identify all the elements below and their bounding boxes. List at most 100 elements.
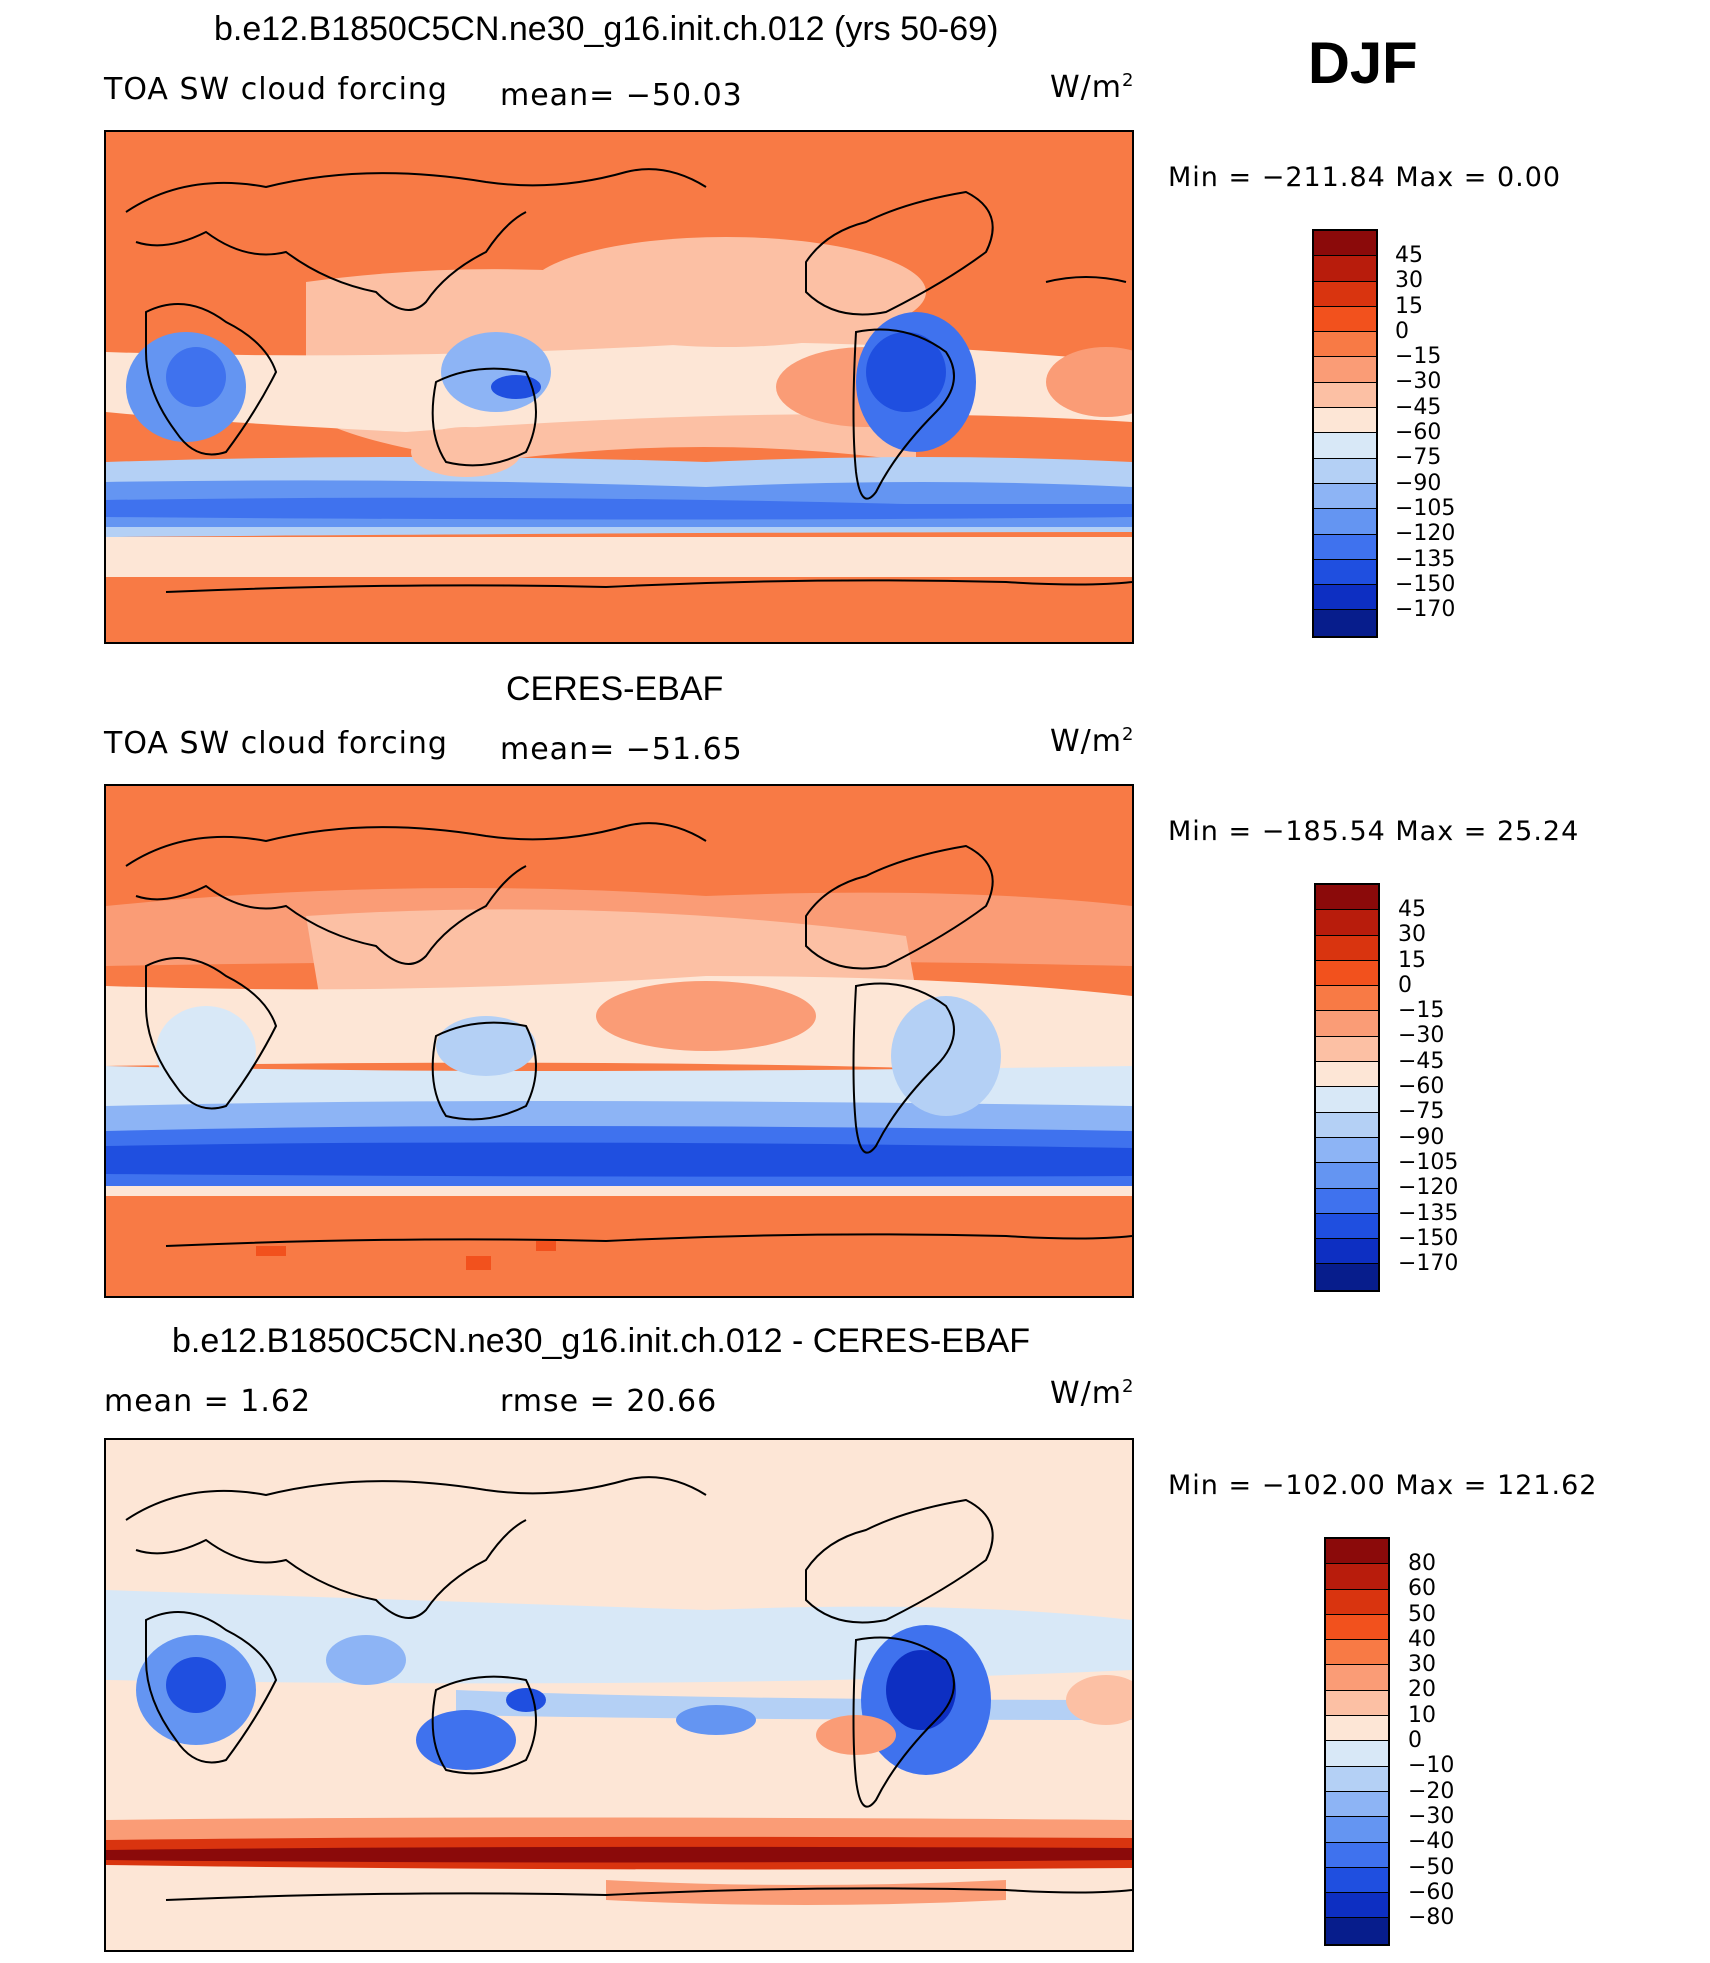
colorbar-swatch — [1326, 1842, 1388, 1868]
colorbar-tick-label: 30 — [1395, 268, 1423, 294]
season-label: DJF — [1308, 31, 1418, 96]
colorbar-swatch — [1316, 1062, 1378, 1088]
panel-2-minmax: Min = −185.54 Max = 25.24 — [1168, 816, 1580, 847]
colorbar-tick-label: 80 — [1408, 1551, 1436, 1576]
colorbar-tick-label: −60 — [1398, 1074, 1445, 1100]
colorbar-tick-label: 0 — [1398, 972, 1412, 998]
colorbar-swatch — [1314, 281, 1376, 307]
panel-3-title: b.e12.B1850C5CN.ne30_g16.init.ch.012 - C… — [172, 1322, 1031, 1360]
colorbar-tick-label: −60 — [1408, 1879, 1455, 1905]
panel-3-rmse-label: rmse = 20.66 — [500, 1384, 718, 1419]
colorbar-swatch — [1316, 986, 1378, 1012]
panel-3-map — [104, 1438, 1134, 1952]
colorbar-swatch — [1314, 534, 1376, 560]
colorbar-swatch — [1314, 433, 1376, 459]
panel-3-mean-label: mean = 1.62 — [104, 1384, 312, 1419]
panel-3-units: W/m2 — [1050, 1376, 1135, 1411]
colorbar-swatch — [1326, 1867, 1388, 1894]
panel-2-map — [104, 784, 1134, 1298]
panel-2-colorbar-labels: 45 30 15 0 −15 −30 −45 −60 −75 −90 −105 −120 −135 −15… — [1398, 897, 1458, 1276]
colorbar-tick-label: −30 — [1395, 369, 1442, 395]
colorbar-swatch — [1314, 231, 1376, 257]
panel-3-colorbar — [1324, 1537, 1390, 1946]
panel-1-mean-label: mean= −50.03 — [500, 78, 743, 113]
colorbar-swatch — [1316, 1188, 1378, 1214]
colorbar-tick-label: 20 — [1408, 1677, 1436, 1703]
colorbar-tick-label: −40 — [1408, 1829, 1455, 1855]
colorbar-swatch — [1314, 458, 1376, 484]
colorbar-tick-label: −15 — [1398, 998, 1445, 1024]
colorbar-swatch — [1316, 1011, 1378, 1037]
panel-3-minmax: Min = −102.00 Max = 121.62 — [1168, 1470, 1598, 1501]
colorbar-tick-label: −120 — [1395, 521, 1456, 547]
colorbar-swatch — [1314, 483, 1376, 510]
colorbar-tick-label: 50 — [1408, 1601, 1436, 1627]
colorbar-swatch — [1314, 256, 1376, 282]
colorbar-swatch — [1326, 1539, 1388, 1565]
colorbar-swatch — [1326, 1665, 1388, 1691]
panel-1-map — [104, 130, 1134, 644]
colorbar-swatch — [1316, 1163, 1378, 1189]
colorbar-tick-label: −135 — [1398, 1200, 1459, 1226]
colorbar-tick-label: −20 — [1408, 1778, 1455, 1804]
colorbar-tick-label: −10 — [1408, 1753, 1455, 1779]
colorbar-tick-label: −30 — [1398, 1023, 1445, 1049]
colorbar-swatch — [1314, 559, 1376, 586]
colorbar-swatch — [1316, 885, 1378, 911]
colorbar-tick-label: 60 — [1408, 1576, 1436, 1602]
colorbar-swatch — [1326, 1614, 1388, 1641]
colorbar-tick-label: 0 — [1395, 318, 1409, 344]
colorbar-tick-label: −50 — [1408, 1854, 1455, 1880]
colorbar-tick-label: −105 — [1395, 495, 1456, 521]
colorbar-swatch — [1326, 1741, 1388, 1767]
colorbar-tick-label: 45 — [1395, 243, 1423, 268]
colorbar-swatch — [1314, 306, 1376, 333]
colorbar-swatch — [1314, 509, 1376, 535]
colorbar-swatch — [1326, 1766, 1388, 1792]
colorbar-tick-label: −135 — [1395, 546, 1456, 572]
colorbar-tick-label: −90 — [1395, 470, 1442, 496]
panel-1-minmax: Min = −211.84 Max = 0.00 — [1168, 162, 1562, 193]
colorbar-swatch — [1316, 910, 1378, 936]
colorbar-swatch — [1326, 1918, 1388, 1944]
colorbar-swatch — [1316, 1239, 1378, 1265]
colorbar-swatch — [1326, 1716, 1388, 1742]
colorbar-tick-label: −75 — [1395, 445, 1442, 471]
colorbar-swatch — [1316, 935, 1378, 961]
panel-1-units: W/m2 — [1050, 70, 1135, 105]
colorbar-tick-label: 30 — [1408, 1652, 1436, 1678]
colorbar-tick-label: −45 — [1395, 394, 1442, 420]
colorbar-swatch — [1316, 1264, 1378, 1290]
colorbar-tick-label: −30 — [1408, 1803, 1455, 1829]
colorbar-swatch — [1314, 332, 1376, 358]
colorbar-swatch — [1314, 610, 1376, 636]
panel-1-colorbar-labels: 45 30 15 0 −15 −30 −45 −60 −75 −90 −105 −120 −135 −15… — [1395, 243, 1455, 622]
colorbar-tick-label: −90 — [1398, 1124, 1445, 1150]
panel-2-units: W/m2 — [1050, 724, 1135, 759]
colorbar-tick-label: −120 — [1398, 1175, 1459, 1201]
colorbar-tick-label: 10 — [1408, 1702, 1436, 1728]
colorbar-tick-label: −170 — [1398, 1251, 1459, 1277]
colorbar-tick-label: −75 — [1398, 1099, 1445, 1125]
colorbar-swatch — [1316, 1137, 1378, 1164]
colorbar-swatch — [1326, 1817, 1388, 1843]
colorbar-tick-label: −45 — [1398, 1048, 1445, 1074]
colorbar-swatch — [1314, 382, 1376, 409]
colorbar-tick-label: −80 — [1408, 1905, 1455, 1931]
colorbar-swatch — [1314, 585, 1376, 611]
colorbar-tick-label: −170 — [1395, 597, 1456, 623]
panel-1-title: b.e12.B1850C5CN.ne30_g16.init.ch.012 (yr… — [214, 10, 999, 48]
panel-2-title: CERES-EBAF — [506, 670, 724, 708]
panel-2-mean-label: mean= −51.65 — [500, 732, 743, 767]
colorbar-swatch — [1326, 1893, 1388, 1919]
colorbar-tick-label: −105 — [1398, 1149, 1459, 1175]
panel-2-variable-label: TOA SW cloud forcing — [104, 726, 448, 761]
colorbar-tick-label: −60 — [1395, 420, 1442, 446]
colorbar-swatch — [1326, 1564, 1388, 1590]
colorbar-swatch — [1326, 1589, 1388, 1615]
colorbar-swatch — [1314, 408, 1376, 434]
colorbar-tick-label: 45 — [1398, 897, 1426, 922]
colorbar-swatch — [1314, 357, 1376, 383]
colorbar-swatch — [1316, 960, 1378, 987]
colorbar-swatch — [1326, 1690, 1388, 1717]
